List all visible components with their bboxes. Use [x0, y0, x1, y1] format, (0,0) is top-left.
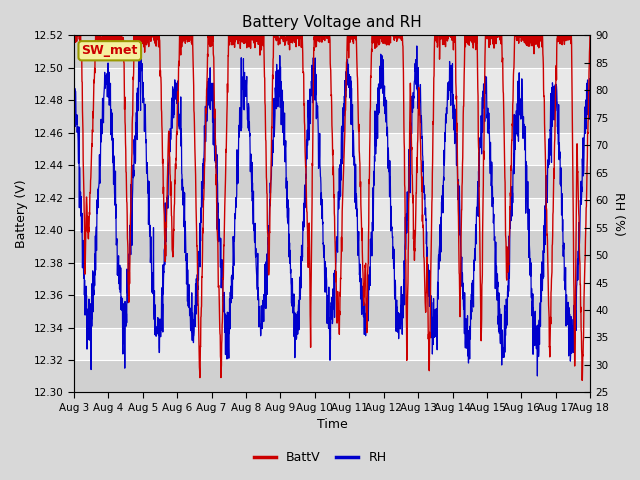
X-axis label: Time: Time: [317, 419, 348, 432]
Bar: [74, 165, 590, 198]
Bar: [74, 360, 590, 393]
Title: Battery Voltage and RH: Battery Voltage and RH: [242, 15, 422, 30]
Bar: [74, 230, 590, 263]
Y-axis label: RH (%): RH (%): [612, 192, 625, 236]
Bar: [74, 295, 590, 327]
Bar: [74, 100, 590, 133]
Text: SW_met: SW_met: [81, 44, 138, 57]
Legend: BattV, RH: BattV, RH: [248, 446, 392, 469]
Bar: [74, 36, 590, 68]
Y-axis label: Battery (V): Battery (V): [15, 180, 28, 248]
